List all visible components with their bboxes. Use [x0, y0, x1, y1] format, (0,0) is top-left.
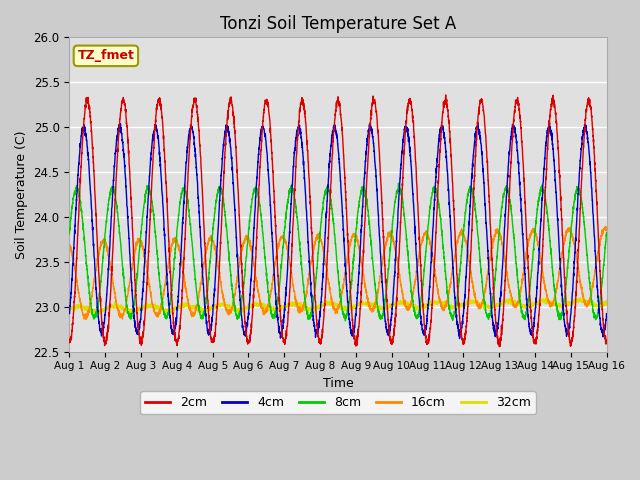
- Legend: 2cm, 4cm, 8cm, 16cm, 32cm: 2cm, 4cm, 8cm, 16cm, 32cm: [140, 391, 536, 414]
- Text: TZ_fmet: TZ_fmet: [77, 49, 134, 62]
- Y-axis label: Soil Temperature (C): Soil Temperature (C): [15, 130, 28, 259]
- X-axis label: Time: Time: [323, 377, 353, 390]
- Title: Tonzi Soil Temperature Set A: Tonzi Soil Temperature Set A: [220, 15, 456, 33]
